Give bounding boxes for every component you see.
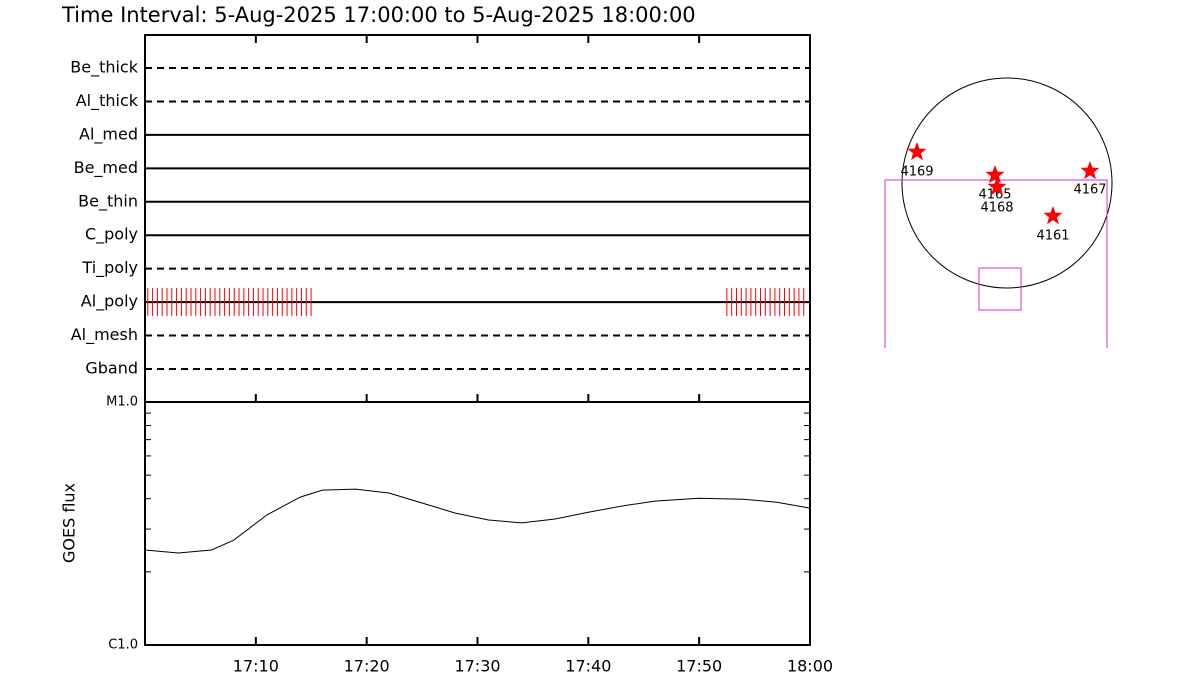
x-tick-label: 17:20 bbox=[344, 657, 390, 676]
row-label: C_poly bbox=[85, 225, 138, 245]
region-label: 4165 bbox=[978, 188, 1011, 203]
top-panel-frame bbox=[144, 34, 811, 403]
row-label: Al_thick bbox=[76, 91, 139, 111]
row-label: Al_poly bbox=[81, 292, 138, 312]
fov-box bbox=[978, 267, 1022, 311]
solar-disk bbox=[901, 77, 1113, 289]
chart-title: Time Interval: 5-Aug-2025 17:00:00 to 5-… bbox=[61, 3, 696, 27]
region-label: 4169 bbox=[900, 165, 933, 180]
y-tick-label: C1.0 bbox=[108, 638, 138, 653]
goes-panel-frame bbox=[144, 401, 811, 646]
x-tick-label: 17:30 bbox=[454, 657, 500, 676]
row-label: Be_med bbox=[74, 158, 138, 178]
row-label: Ti_poly bbox=[81, 258, 138, 278]
row-label: Be_thin bbox=[78, 191, 138, 211]
x-tick-label: 17:50 bbox=[676, 657, 722, 676]
goes-curve bbox=[144, 488, 811, 554]
region-star bbox=[985, 165, 1005, 184]
y-axis-label: GOES flux bbox=[60, 483, 79, 563]
x-tick-label: 17:40 bbox=[565, 657, 611, 676]
row-label: Be_thick bbox=[70, 58, 138, 78]
row-label: Al_mesh bbox=[71, 325, 138, 345]
region-star bbox=[1080, 161, 1100, 180]
region-label: 4167 bbox=[1073, 183, 1106, 198]
y-tick-label: M1.0 bbox=[106, 395, 138, 410]
x-tick-label: 18:00 bbox=[787, 657, 833, 676]
row-label: Gband bbox=[85, 359, 138, 378]
x-tick-label: 17:10 bbox=[233, 657, 279, 676]
region-star bbox=[1043, 206, 1063, 225]
region-star bbox=[987, 177, 1007, 196]
region-label: 4161 bbox=[1036, 229, 1069, 244]
region-star bbox=[907, 142, 927, 161]
row-label: Al_med bbox=[79, 124, 138, 144]
region-label: 4168 bbox=[980, 201, 1013, 216]
